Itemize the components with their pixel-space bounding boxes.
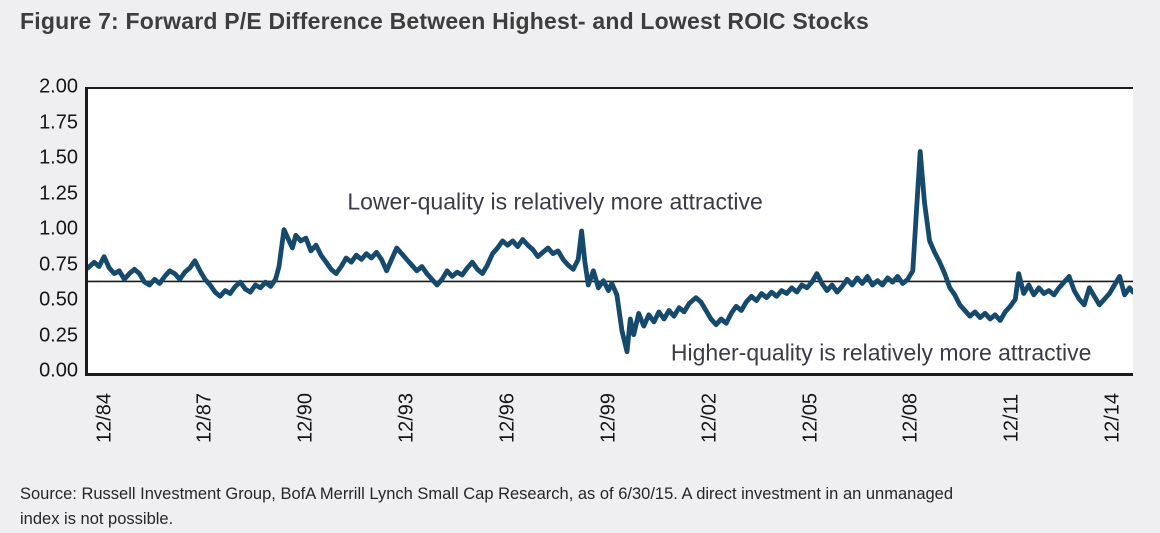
y-tick-label: 0.00 — [39, 359, 78, 382]
annotation-higher-quality: Higher-quality is relatively more attrac… — [670, 339, 1092, 366]
figure-title: Figure 7: Forward P/E Difference Between… — [20, 8, 869, 34]
x-tick-label: 12/05 — [799, 392, 822, 444]
line-series — [88, 149, 1133, 355]
x-tick-label: 12/02 — [698, 392, 721, 444]
y-tick-label: 1.50 — [39, 146, 78, 169]
x-tick-label: 12/93 — [395, 392, 418, 444]
y-tick-label: 1.00 — [39, 217, 78, 240]
y-tick-label: 1.25 — [39, 182, 78, 204]
x-tick-label: 12/14 — [1101, 392, 1124, 444]
source-line-2: index is not possible. — [20, 510, 174, 528]
y-tick-label: 0.25 — [39, 324, 78, 346]
x-tick-label: 12/96 — [496, 392, 519, 444]
x-tick-label: 12/90 — [294, 392, 317, 444]
x-tick-label: 12/84 — [93, 392, 115, 444]
y-tick-label: 0.50 — [39, 288, 78, 311]
source-line-1: Source: Russell Investment Group, BofA M… — [20, 485, 954, 503]
plot-area — [85, 87, 1133, 376]
x-tick-label: 12/99 — [597, 392, 620, 444]
y-tick-label: 1.75 — [39, 111, 78, 133]
x-tick-label: 12/08 — [899, 392, 922, 444]
y-tick-label: 0.75 — [39, 253, 78, 275]
plot-svg — [88, 149, 1133, 355]
y-axis: 2.00 1.75 1.50 1.25 1.00 0.75 0.50 0.25 0.00 — [0, 0, 78, 533]
x-tick-label: 12/87 — [193, 392, 216, 444]
x-tick-label: 12/11 — [1000, 393, 1023, 443]
source-text: Source: Russell Investment Group, BofA M… — [20, 482, 1145, 532]
annotation-lower-quality: Lower-quality is relatively more attract… — [347, 188, 763, 215]
y-tick-label: 2.00 — [39, 75, 78, 98]
